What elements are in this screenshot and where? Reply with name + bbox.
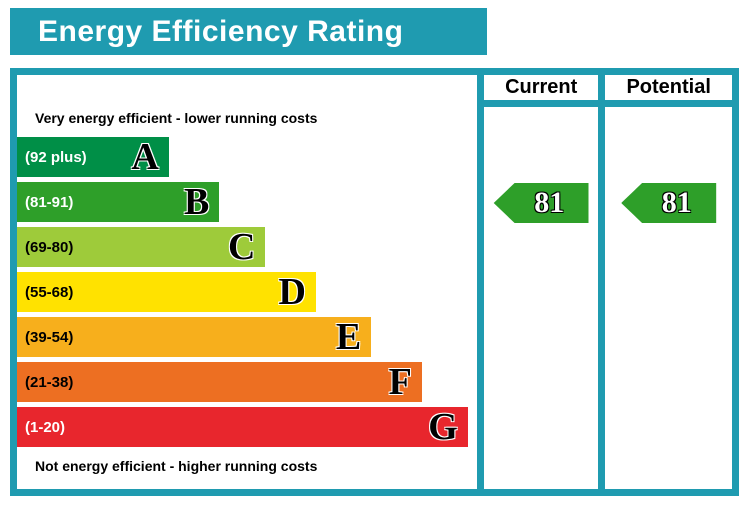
epc-band-row-a: (92 plus) A: [17, 137, 477, 182]
bands-area: Very energy efficient - lower running co…: [17, 75, 477, 489]
potential-header: Potential: [605, 75, 732, 107]
title-bar: Energy Efficiency Rating: [10, 8, 487, 55]
epc-band-row-d: (55-68) D: [17, 272, 477, 317]
potential-rating-arrow: 81: [621, 183, 717, 223]
top-caption: Very energy efficient - lower running co…: [35, 110, 318, 126]
epc-band-e: (39-54) E: [17, 316, 372, 358]
band-range-label: (55-68): [25, 283, 74, 301]
band-range-label: (69-80): [25, 238, 74, 256]
band-range-label: (39-54): [25, 328, 74, 346]
epc-band-row-c: (69-80) C: [17, 227, 477, 272]
epc-band-row-e: (39-54) E: [17, 317, 477, 362]
band-range-label: (92 plus): [25, 148, 87, 166]
band-letter: A: [131, 136, 159, 178]
band-range-label: (81-91): [25, 193, 74, 211]
potential-column-body: 81: [605, 107, 732, 489]
band-letter: G: [428, 406, 458, 448]
current-header: Current: [484, 75, 599, 107]
epc-band-d: (55-68) D: [17, 272, 316, 312]
epc-band-f: (21-38) F: [17, 362, 422, 402]
epc-band-row-f: (21-38) F: [17, 362, 477, 407]
column-divider: [598, 75, 606, 489]
potential-rating-value: 81: [661, 186, 692, 219]
bottom-caption: Not energy efficient - higher running co…: [35, 458, 318, 474]
current-rating-arrow: 81: [493, 183, 589, 223]
epc-band-row-b: (81-91) B: [17, 182, 477, 227]
column-divider: [477, 75, 484, 489]
epc-chart-frame: Very energy efficient - lower running co…: [10, 68, 739, 496]
epc-bands: (92 plus) A (81-91) B (69-80) C: [17, 137, 477, 452]
epc-band-b: (81-91) B: [17, 181, 220, 223]
current-column: Current 81: [484, 75, 599, 489]
epc-band-g: (1-20) G: [17, 407, 468, 447]
band-range-label: (1-20): [25, 418, 66, 436]
band-letter: B: [184, 181, 210, 223]
page-title: Energy Efficiency Rating: [38, 14, 404, 48]
band-letter: D: [278, 271, 306, 313]
epc-band-row-g: (1-20) G: [17, 407, 477, 452]
epc-band-a: (92 plus) A: [17, 137, 169, 177]
epc-band-c: (69-80) C: [17, 226, 266, 268]
current-column-body: 81: [484, 107, 598, 489]
current-rating-value: 81: [534, 186, 565, 219]
band-letter: C: [227, 226, 256, 268]
band-letter: E: [335, 316, 362, 358]
band-range-label: (21-38): [25, 373, 74, 391]
potential-column: Potential 81: [605, 75, 732, 489]
band-letter: F: [388, 361, 412, 403]
